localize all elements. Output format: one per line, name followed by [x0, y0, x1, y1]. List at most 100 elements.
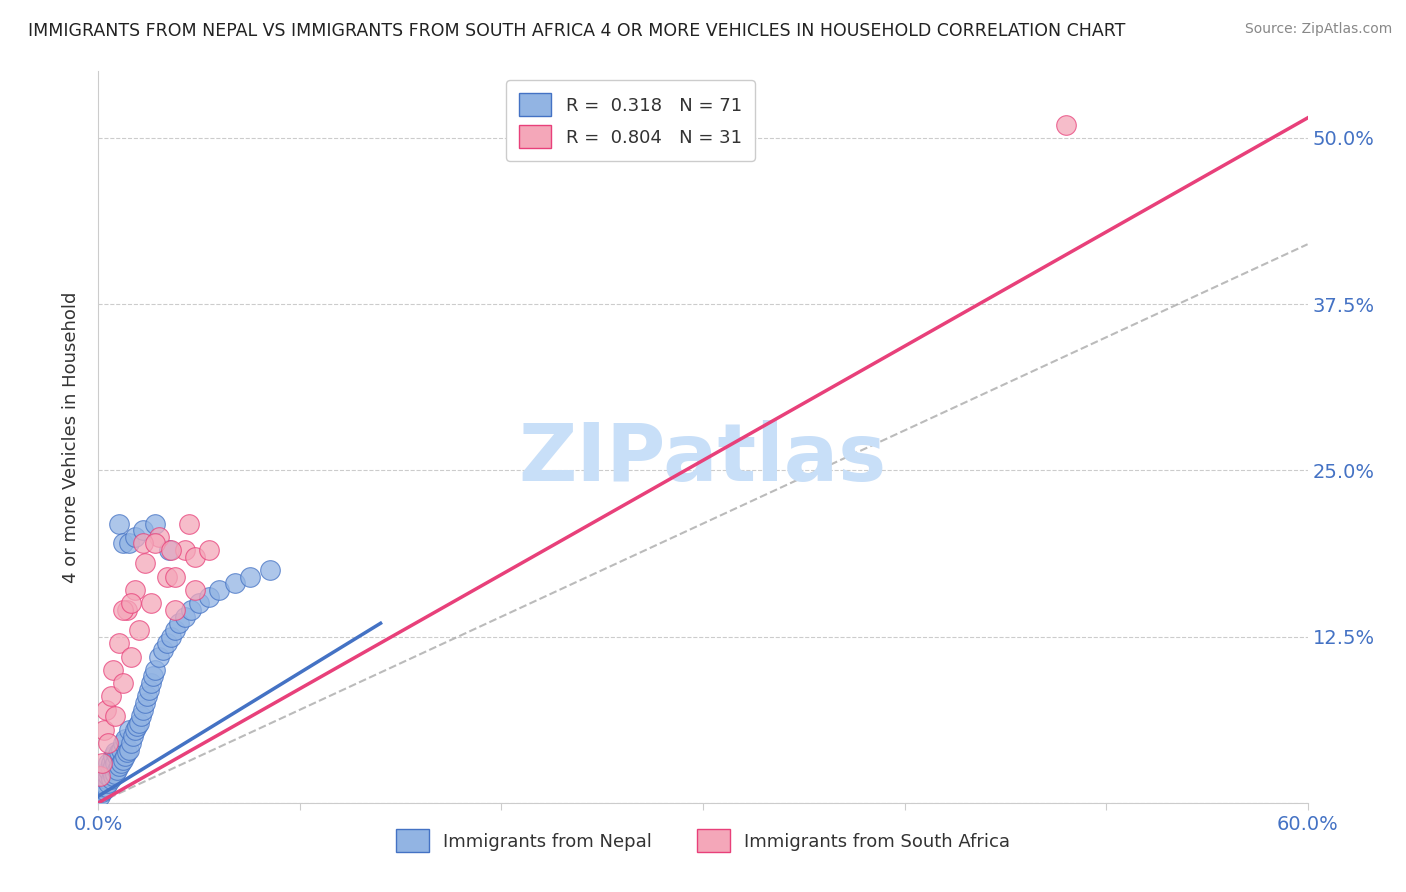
Point — [101, 769, 124, 783]
Point — [184, 582, 207, 597]
Point — [115, 603, 138, 617]
Point — [224, 576, 246, 591]
Point — [1054, 118, 1077, 132]
Point — [103, 709, 125, 723]
Point — [107, 636, 129, 650]
Point — [107, 516, 129, 531]
Point — [148, 530, 170, 544]
Point — [184, 549, 207, 564]
Point — [97, 736, 120, 750]
Text: IMMIGRANTS FROM NEPAL VS IMMIGRANTS FROM SOUTH AFRICA 4 OR MORE VEHICLES IN HOUS: IMMIGRANTS FROM NEPAL VS IMMIGRANTS FROM… — [28, 22, 1125, 40]
Point — [111, 736, 134, 750]
Point — [139, 676, 162, 690]
Point — [132, 536, 155, 550]
Point — [103, 756, 125, 770]
Point — [124, 723, 146, 737]
Point — [100, 772, 122, 786]
Point — [163, 603, 186, 617]
Text: Source: ZipAtlas.com: Source: ZipAtlas.com — [1244, 22, 1392, 37]
Point — [157, 543, 180, 558]
Point — [139, 596, 162, 610]
Point — [121, 729, 143, 743]
Point — [120, 596, 142, 610]
Point — [101, 749, 124, 764]
Point — [96, 780, 118, 794]
Point — [93, 776, 115, 790]
Point — [163, 570, 186, 584]
Point — [259, 563, 281, 577]
Point — [103, 766, 125, 780]
Point — [111, 753, 134, 767]
Point — [163, 623, 186, 637]
Point — [124, 582, 146, 597]
Point — [138, 682, 160, 697]
Text: ZIPatlas: ZIPatlas — [519, 420, 887, 498]
Point — [132, 523, 155, 537]
Legend: Immigrants from Nepal, Immigrants from South Africa: Immigrants from Nepal, Immigrants from S… — [389, 822, 1017, 860]
Point — [114, 749, 136, 764]
Point — [148, 649, 170, 664]
Point — [97, 776, 120, 790]
Point — [124, 530, 146, 544]
Point — [143, 536, 166, 550]
Point — [128, 716, 150, 731]
Point — [91, 756, 114, 770]
Point — [179, 516, 201, 531]
Point — [111, 536, 134, 550]
Point — [156, 570, 179, 584]
Point — [101, 663, 124, 677]
Point — [128, 623, 150, 637]
Point — [198, 590, 221, 604]
Point — [97, 756, 120, 770]
Point — [110, 742, 132, 756]
Point — [156, 636, 179, 650]
Point — [132, 703, 155, 717]
Point — [134, 696, 156, 710]
Point — [152, 643, 174, 657]
Point — [120, 649, 142, 664]
Point — [160, 630, 183, 644]
Point — [118, 536, 141, 550]
Point — [111, 603, 134, 617]
Point — [208, 582, 231, 597]
Point — [188, 596, 211, 610]
Point — [174, 543, 197, 558]
Point — [96, 703, 118, 717]
Point — [134, 557, 156, 571]
Point — [125, 719, 148, 733]
Point — [143, 663, 166, 677]
Point — [91, 780, 114, 794]
Point — [89, 789, 111, 804]
Point — [135, 690, 157, 704]
Y-axis label: 4 or more Vehicles in Household: 4 or more Vehicles in Household — [62, 292, 80, 582]
Point — [142, 669, 165, 683]
Point — [107, 745, 129, 759]
Point — [97, 769, 120, 783]
Point — [89, 782, 111, 797]
Point — [143, 516, 166, 531]
Point — [107, 758, 129, 772]
Point — [91, 785, 114, 799]
Point — [103, 745, 125, 759]
Point — [110, 756, 132, 770]
Point — [105, 763, 128, 777]
Point — [129, 709, 152, 723]
Point — [100, 690, 122, 704]
Point — [93, 723, 115, 737]
Point — [100, 763, 122, 777]
Point — [96, 772, 118, 786]
Point — [118, 742, 141, 756]
Point — [239, 570, 262, 584]
Point — [93, 769, 115, 783]
Point — [89, 769, 111, 783]
Point — [118, 723, 141, 737]
Point — [96, 766, 118, 780]
Point — [101, 758, 124, 772]
Point — [114, 731, 136, 746]
Point — [100, 756, 122, 770]
Point — [97, 763, 120, 777]
Point — [160, 543, 183, 558]
Point — [174, 609, 197, 624]
Point — [180, 603, 202, 617]
Point — [198, 543, 221, 558]
